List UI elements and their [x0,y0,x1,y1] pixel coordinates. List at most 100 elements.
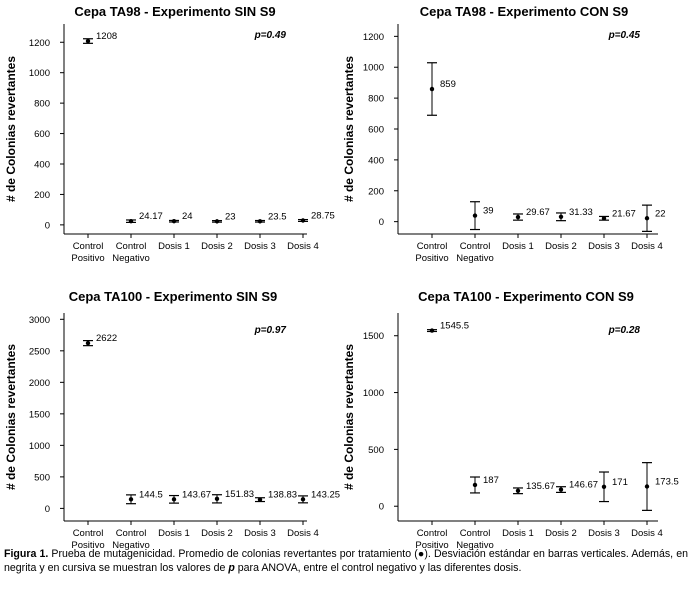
data-label: 1208 [96,31,117,42]
y-tick-label: 400 [34,160,50,171]
data-label: 171 [612,477,628,488]
y-axis-label: # de Colonias revertantes [342,344,356,490]
data-point [300,218,306,223]
x-tick-label: Control Positivo [71,241,104,264]
p-value-annotation: p=0.49 [254,30,287,41]
p-value-annotation: p=0.97 [254,325,287,336]
data-label: 144.5 [139,489,163,500]
x-tick-label: Dosis 4 [287,241,319,252]
x-tick-label: Dosis 3 [244,528,276,539]
y-tick-label: 1000 [363,388,384,399]
x-tick-label: Control Negativo [456,241,494,264]
x-tick-label: Dosis 1 [158,528,190,539]
data-point [644,216,650,221]
data-label: 146.67 [569,480,598,491]
caption-text-2: para ANOVA, entre el control negativo y … [234,562,522,574]
data-point [558,487,564,492]
x-tick-label: Dosis 3 [588,528,620,539]
y-tick-label: 500 [34,472,50,483]
y-axis-label: # de Colonias revertantes [4,344,18,490]
data-label: 135.67 [526,481,555,492]
data-label: 143.25 [311,489,340,500]
y-tick-label: 1000 [29,68,50,79]
data-point [128,218,134,224]
data-point [601,216,607,221]
x-tick-label: Dosis 4 [631,528,663,539]
y-tick-label: 0 [45,504,50,515]
x-tick-label: Dosis 2 [201,528,233,539]
data-label: 39 [483,206,494,217]
x-tick-label: Dosis 4 [287,528,319,539]
data-point [214,219,220,224]
x-tick-label: Dosis 1 [502,528,534,539]
data-label: 24.17 [139,211,163,222]
data-point [171,497,177,502]
x-tick-label: Dosis 3 [588,241,620,252]
data-point [257,497,263,502]
data-point [214,496,220,502]
x-tick-label: Dosis 4 [631,241,663,252]
y-tick-label: 1200 [363,32,384,43]
data-point [257,219,263,224]
data-label: 24 [182,211,193,222]
data-point [85,38,91,44]
data-label: 23.5 [268,211,287,222]
y-tick-label: 1000 [363,63,384,74]
data-label: 2622 [96,333,117,344]
data-point [300,497,306,502]
p-value-annotation: p=0.45 [608,30,641,41]
y-tick-label: 800 [368,94,384,105]
p-value-annotation: p=0.28 [608,325,641,336]
data-label: 138.83 [268,490,297,501]
data-point [472,213,478,218]
chart-title: Cepa TA100 - Experimento SIN S9 [69,289,278,304]
data-label: 187 [483,475,499,486]
data-label: 1545.5 [440,321,469,332]
data-label: 22 [655,208,666,219]
data-point [128,497,134,502]
data-label: 29.67 [526,207,550,218]
chart-title: Cepa TA98 - Experimento CON S9 [420,4,629,19]
x-tick-label: Control Positivo [71,528,104,551]
data-point [429,86,435,92]
data-point [515,214,521,220]
data-point [601,484,607,489]
x-tick-label: Control Negativo [112,528,150,551]
caption-p-symbol: p [228,562,235,574]
y-tick-label: 0 [45,220,50,231]
y-tick-label: 400 [368,155,384,166]
x-tick-label: Dosis 3 [244,241,276,252]
y-tick-label: 1200 [29,38,50,49]
data-label: 173.5 [655,477,679,488]
x-tick-label: Dosis 1 [158,241,190,252]
y-tick-label: 1000 [29,441,50,452]
caption-text-1: Prueba de mutagenicidad. Promedio de col… [4,548,688,574]
data-point [644,484,650,489]
chart-panel-2: Cepa TA98 - Experimento CON S9 p=0.45 # de… [342,4,666,264]
x-tick-label: Control Positivo [415,528,448,551]
y-tick-label: 200 [34,190,50,201]
x-tick-label: Dosis 2 [545,528,577,539]
y-tick-label: 600 [34,129,50,140]
y-tick-label: 1500 [363,331,384,342]
x-tick-label: Dosis 1 [502,241,534,252]
data-point [85,340,91,346]
data-label: 151.83 [225,489,254,500]
x-tick-label: Control Negativo [112,241,150,264]
data-label: 859 [440,79,456,90]
y-tick-label: 0 [379,502,384,513]
y-axis-label: # de Colonias revertantes [342,56,356,202]
chart-panel-3: Cepa TA100 - Experimento SIN S9 p=0.97 # d… [4,289,340,551]
x-tick-label: Dosis 2 [545,241,577,252]
data-point [429,328,435,333]
data-label: 28.75 [311,210,335,221]
chart-title: Cepa TA98 - Experimento SIN S9 [74,4,275,19]
data-label: 23 [225,211,236,222]
y-tick-label: 0 [379,217,384,228]
data-label: 21.67 [612,208,636,219]
chart-title: Cepa TA100 - Experimento CON S9 [418,289,634,304]
x-tick-label: Control Negativo [456,528,494,551]
x-tick-label: Dosis 2 [201,241,233,252]
y-tick-label: 2500 [29,346,50,357]
